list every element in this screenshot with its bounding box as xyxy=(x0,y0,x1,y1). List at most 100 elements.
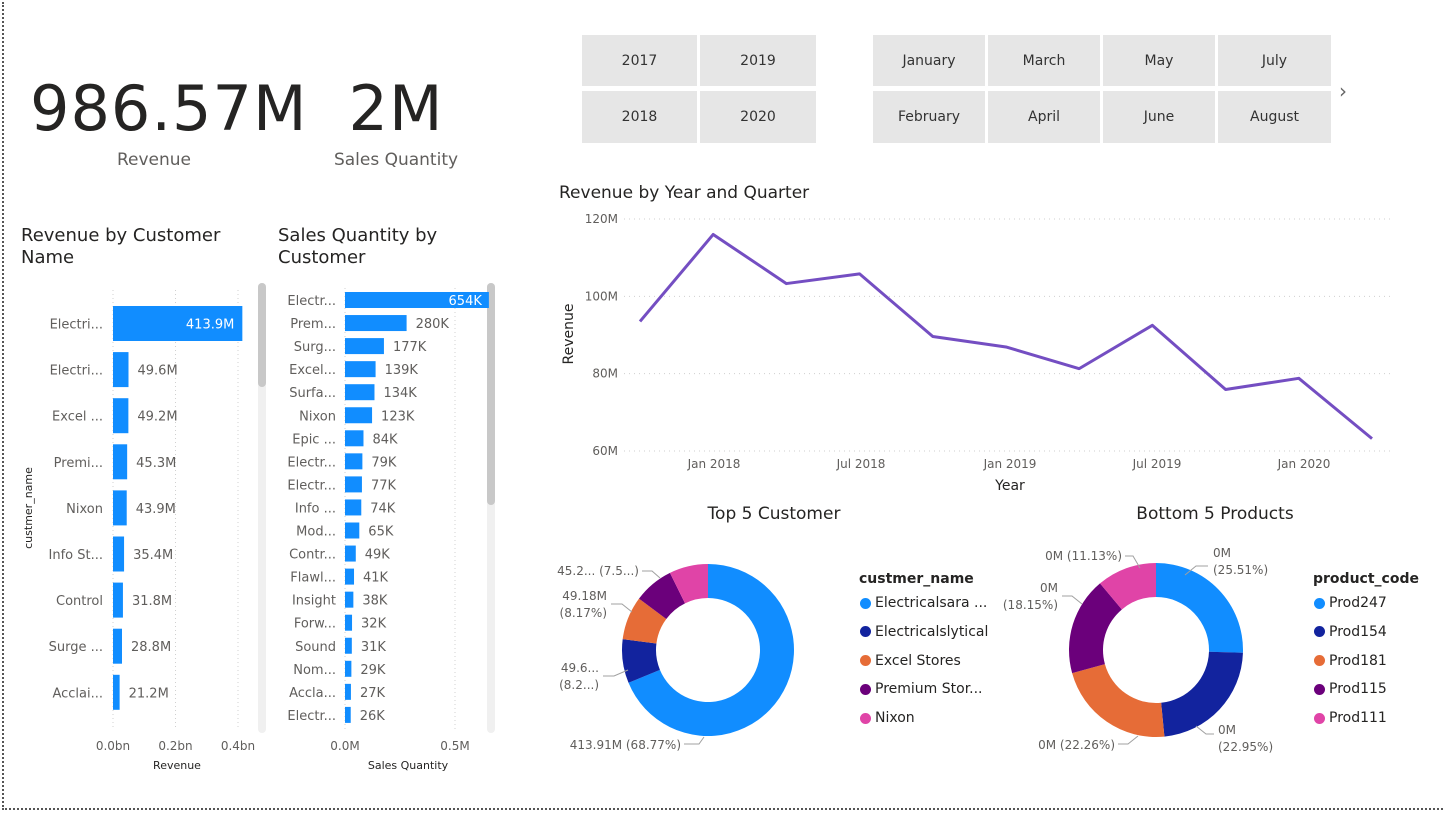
kpi-revenue-label: Revenue xyxy=(116,150,192,170)
kpi-quantity-value: 2M xyxy=(348,72,444,145)
top5-customer-legend-item[interactable]: Electricalsara ... xyxy=(860,595,987,611)
slicer-month-january[interactable]: January xyxy=(873,35,985,86)
top5-customer-legend-item[interactable]: Electricalslytical xyxy=(860,624,988,640)
revenue-customer-scroll-thumb[interactable] xyxy=(258,283,266,387)
revenue-customer-category-label: Nixon xyxy=(66,502,103,517)
quantity-customer-category-label: Electr... xyxy=(287,294,336,309)
quantity-customer-data-label: 134K xyxy=(383,386,417,401)
bottom5-products-legend-item[interactable]: Prod115 xyxy=(1314,681,1387,697)
top5-customer-leader-line xyxy=(684,736,705,745)
quantity-customer-category-label: Sound xyxy=(295,640,336,655)
revenue-line-x-axis-title: Year xyxy=(994,478,1025,494)
quantity-customer-bar xyxy=(345,591,354,608)
slicer-year-2017[interactable]: 2017 xyxy=(582,35,697,86)
quantity-customer-category-label: Insight xyxy=(292,594,336,609)
quantity-customer-data-label: 31K xyxy=(361,640,387,655)
bottom5-products-data-label: (22.95%) xyxy=(1218,740,1273,754)
top5-customer-data-label: 413.91M (68.77%) xyxy=(570,738,681,752)
top5-customer-slice xyxy=(639,572,686,619)
quantity-customer-tick-label: 0.0M xyxy=(330,739,359,753)
revenue-line-y-tick-label: 120M xyxy=(585,212,618,226)
quantity-customer-data-label: 77K xyxy=(371,478,397,493)
slicer-month-july[interactable]: July xyxy=(1218,35,1331,86)
quantity-customer-category-label: Nixon xyxy=(299,409,336,424)
bottom5-products-legend-label: Prod247 xyxy=(1329,595,1387,611)
quantity-customer-data-label: 177K xyxy=(393,340,427,355)
slicer-month-august[interactable]: August xyxy=(1218,91,1331,143)
quantity-customer-bar xyxy=(345,660,352,677)
slicer-month-may[interactable]: May xyxy=(1103,35,1215,86)
revenue-customer-bar xyxy=(113,490,127,526)
quantity-customer-data-label: 65K xyxy=(368,525,394,540)
slicer-month-april[interactable]: April xyxy=(988,91,1100,143)
revenue-line-y-tick-label: 100M xyxy=(585,289,618,303)
bottom5-products-data-label: 0M (22.26%) xyxy=(1038,738,1115,752)
bottom5-products-data-label: (18.15%) xyxy=(1003,598,1058,612)
bottom5-products-leader-line xyxy=(1062,595,1083,605)
quantity-customer-bar xyxy=(345,384,375,401)
quantity-customer-scrollbar[interactable] xyxy=(487,283,495,733)
quantity-customer-category-label: Surfa... xyxy=(289,386,336,401)
bottom5-products-legend-item[interactable]: Prod111 xyxy=(1314,710,1387,726)
legend-dot-icon xyxy=(860,655,871,667)
slicer-year-2018[interactable]: 2018 xyxy=(582,91,697,143)
quantity-customer-scroll-thumb[interactable] xyxy=(487,283,495,505)
quantity-customer-category-label: Accla... xyxy=(289,686,336,701)
quantity-customer-category-label: Forw... xyxy=(294,617,336,632)
quantity-customer-category-label: Surg... xyxy=(294,340,336,355)
revenue-customer-category-label: Electri... xyxy=(50,318,103,333)
bottom5-products-slice xyxy=(1072,664,1165,737)
slicer-month-march[interactable]: March xyxy=(988,35,1100,86)
revenue-customer-data-label: 45.3M xyxy=(136,456,176,471)
quantity-customer-data-label: 27K xyxy=(360,686,386,701)
top5-customer-legend-item[interactable]: Premium Stor... xyxy=(860,681,983,697)
legend-dot-icon xyxy=(1314,712,1325,724)
kpi-revenue-value: 986.57M xyxy=(30,72,308,145)
bottom5-products-slice xyxy=(1161,651,1243,737)
quantity-customer-category-label: Electr... xyxy=(287,709,336,724)
quantity-customer-tick-label: 0.5M xyxy=(440,739,469,753)
kpi-card-quantity: 2M Sales Quantity xyxy=(316,72,476,171)
bottom5-products-title: Bottom 5 Products xyxy=(1136,504,1294,524)
revenue-customer-category-label: Electri... xyxy=(50,364,103,379)
quantity-customer-category-label: Nom... xyxy=(293,663,336,678)
quantity-customer-data-label: 38K xyxy=(362,594,388,609)
slicer-year-2020[interactable]: 2020 xyxy=(700,91,816,143)
revenue-customer-bar xyxy=(113,352,129,388)
quantity-customer-x-axis-title: Sales Quantity xyxy=(368,759,449,772)
revenue-line-y-tick-label: 80M xyxy=(592,367,618,381)
quantity-customer-data-label: 654K xyxy=(449,294,483,309)
quantity-customer-data-label: 123K xyxy=(381,409,415,424)
quantity-customer-data-label: 79K xyxy=(371,455,397,470)
quantity-customer-data-label: 74K xyxy=(370,501,396,516)
bottom5-products-legend-item[interactable]: Prod181 xyxy=(1314,653,1387,669)
top5-customer-title: Top 5 Customer xyxy=(707,504,841,524)
quantity-customer-category-label: Flawl... xyxy=(290,571,336,586)
bottom5-products-data-label: 0M (11.13%) xyxy=(1045,549,1122,563)
bottom5-products-donut: 0M (25.51%) 0M (22.95%) 0M (22.26%) 0M (18.15%… xyxy=(1003,546,1273,754)
slicer-year-2019[interactable]: 2019 xyxy=(700,35,816,86)
bottom5-products-legend-item[interactable]: Prod154 xyxy=(1314,624,1387,640)
quantity-customer-bar xyxy=(345,292,489,308)
quantity-customer-data-label: 280K xyxy=(416,317,450,332)
revenue-customer-scrollbar[interactable] xyxy=(258,283,266,733)
revenue-customer-tick-label: 0.4bn xyxy=(221,739,255,753)
slicer-month-february[interactable]: February xyxy=(873,91,985,143)
top5-customer-data-label: 45.2... (7.5...) xyxy=(557,564,639,578)
revenue-customer-data-label: 49.6M xyxy=(138,364,178,379)
revenue-line-x-tick-label: Jul 2018 xyxy=(836,457,886,471)
top5-customer-donut: 413.91M (68.77%) 49.6... (8.2...) 49.18M (8.… xyxy=(557,564,794,752)
quantity-customer-bar xyxy=(345,430,364,447)
legend-dot-icon xyxy=(1314,683,1325,695)
legend-dot-icon xyxy=(860,712,871,724)
legend-dot-icon xyxy=(1314,597,1325,609)
legend-dot-icon xyxy=(860,597,871,609)
chevron-right-icon[interactable]: › xyxy=(1339,79,1347,103)
revenue-line-x-tick-label: Jan 2019 xyxy=(983,457,1037,471)
quantity-customer-bar xyxy=(345,407,373,424)
slicer-month-june[interactable]: June xyxy=(1103,91,1215,143)
bottom5-products-slice xyxy=(1069,583,1122,674)
bottom5-products-legend-item[interactable]: Prod247 xyxy=(1314,595,1387,611)
top5-customer-legend-item[interactable]: Excel Stores xyxy=(860,653,961,669)
top5-customer-legend-item[interactable]: Nixon xyxy=(860,710,915,726)
